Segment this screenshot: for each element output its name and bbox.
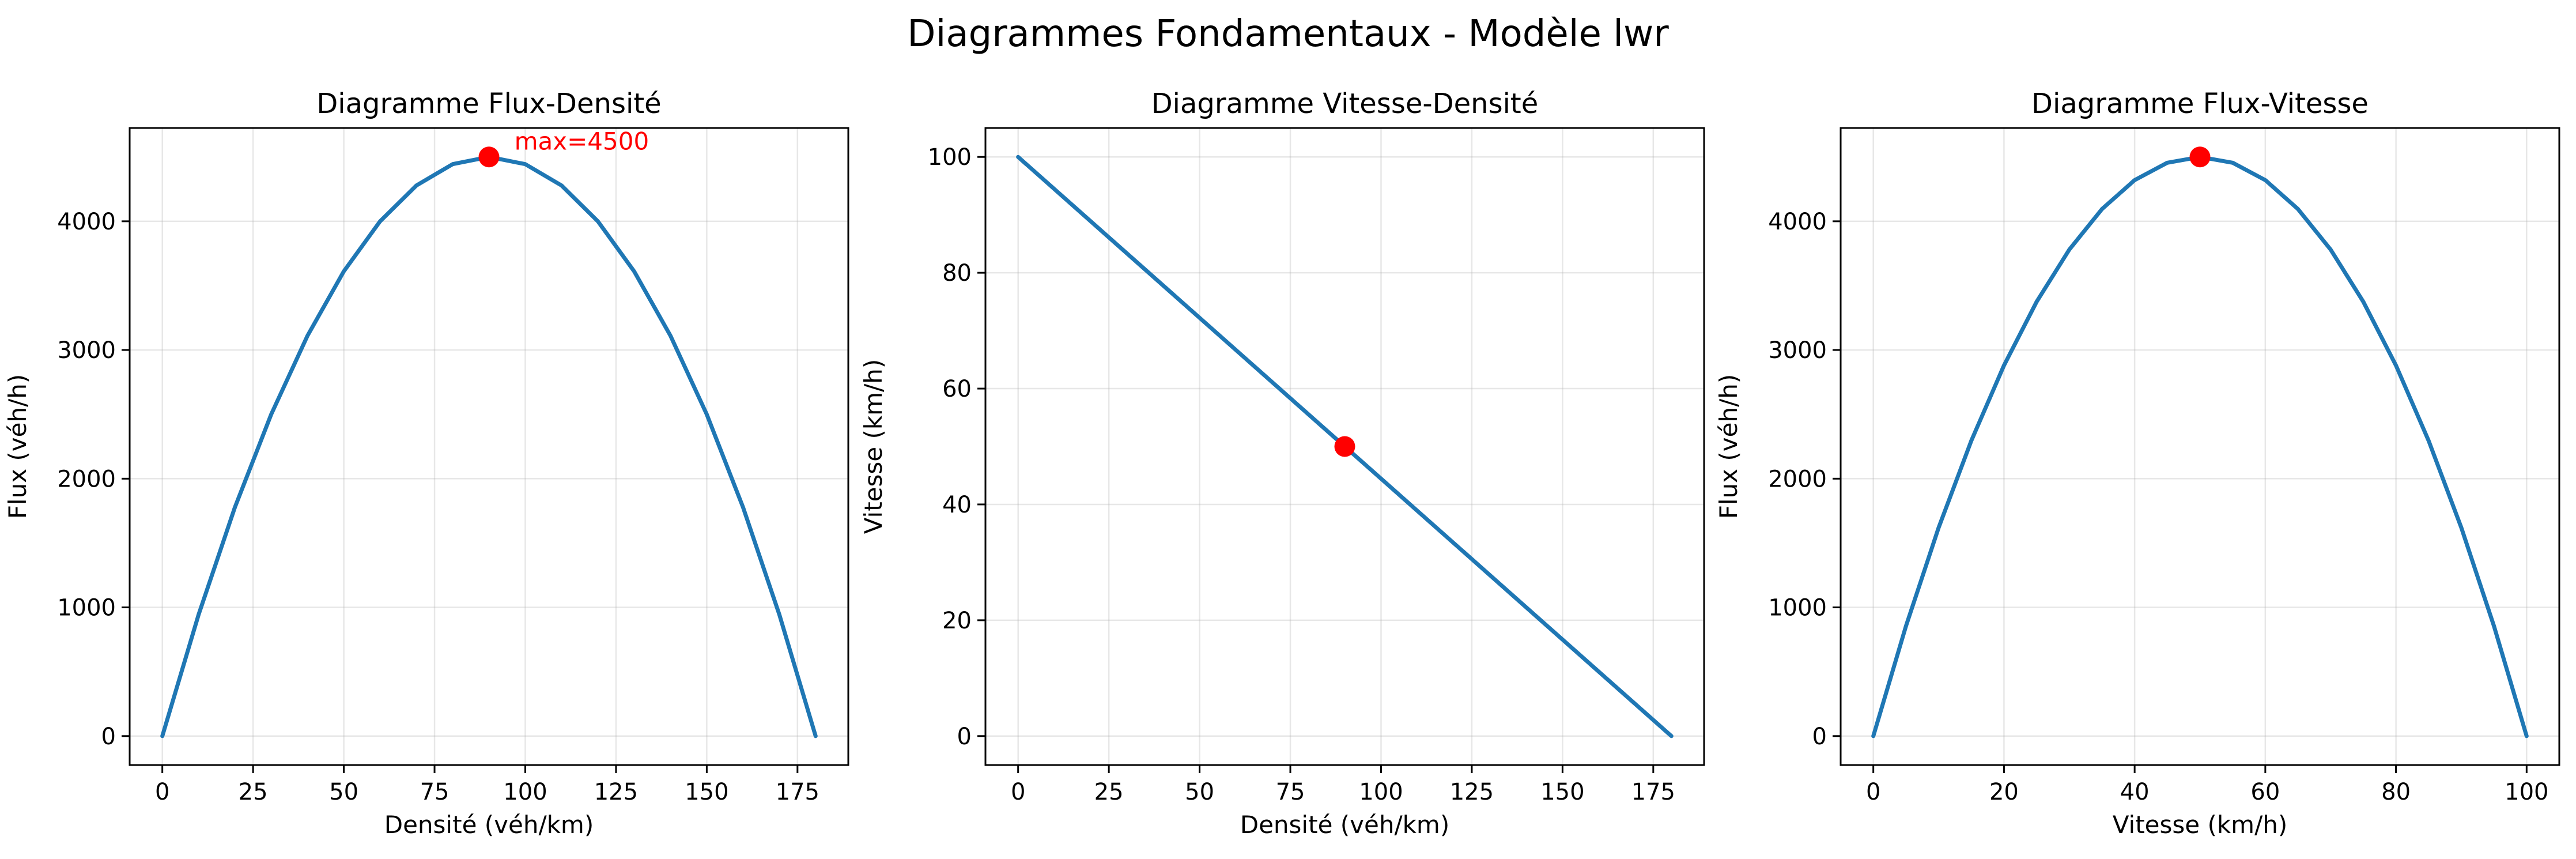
flux-densite-xtick-label-6: 150 bbox=[685, 779, 728, 805]
vitesse-densite-xtick-label-5: 125 bbox=[1450, 779, 1494, 805]
flux-vitesse-ytick-label-2: 2000 bbox=[1768, 466, 1827, 492]
flux-vitesse-ytick-label-3: 3000 bbox=[1768, 337, 1827, 364]
flux-vitesse-title: Diagramme Flux-Vitesse bbox=[2031, 88, 2369, 120]
vitesse-densite-ytick-label-3: 60 bbox=[942, 376, 972, 402]
vitesse-densite-xtick-label-6: 150 bbox=[1540, 779, 1584, 805]
flux-densite-xtick-label-7: 175 bbox=[776, 779, 819, 805]
flux-densite-xtick-label-3: 75 bbox=[420, 779, 450, 805]
flux-densite-xtick-label-4: 100 bbox=[503, 779, 547, 805]
vitesse-densite-xtick-label-2: 50 bbox=[1185, 779, 1214, 805]
flux-vitesse-axes-frame bbox=[1840, 127, 2560, 766]
flux-vitesse-max-point-0 bbox=[2189, 146, 2211, 168]
flux-densite-title: Diagramme Flux-Densité bbox=[316, 88, 661, 120]
flux-densite-max-point-0 bbox=[478, 146, 500, 168]
vitesse-densite-xtick-label-4: 100 bbox=[1359, 779, 1403, 805]
flux-vitesse-xtick-label-4: 80 bbox=[2381, 779, 2411, 805]
flux-densite-xtick-label-0: 0 bbox=[155, 779, 169, 805]
vitesse-densite-ytick-label-4: 80 bbox=[942, 260, 972, 287]
vitesse-densite-ylabel: Vitesse (km/h) bbox=[859, 359, 887, 534]
flux-densite-xlabel: Densité (véh/km) bbox=[384, 811, 594, 839]
flux-vitesse-xtick-label-0: 0 bbox=[1866, 779, 1880, 805]
flux-vitesse-ytick-label-1: 1000 bbox=[1768, 595, 1827, 621]
flux-densite-ylabel: Flux (véh/h) bbox=[3, 374, 32, 519]
vitesse-densite-ytick-label-0: 0 bbox=[957, 724, 972, 750]
flux-vitesse-xtick-label-2: 40 bbox=[2120, 779, 2150, 805]
flux-vitesse-xtick-label-3: 60 bbox=[2250, 779, 2280, 805]
flux-densite-annotation-0: max=4500 bbox=[515, 127, 649, 155]
vitesse-densite-ytick-label-2: 40 bbox=[942, 492, 972, 518]
vitesse-densite-xtick-label-0: 0 bbox=[1011, 779, 1025, 805]
flux-densite-xtick-label-1: 25 bbox=[239, 779, 268, 805]
vitesse-densite-xlabel: Densité (véh/km) bbox=[1240, 811, 1449, 839]
flux-densite-ytick-label-0: 0 bbox=[101, 724, 116, 750]
vitesse-densite-title: Diagramme Vitesse-Densité bbox=[1151, 88, 1539, 120]
flux-densite-xtick-label-2: 50 bbox=[329, 779, 358, 805]
vitesse-densite-xtick-label-1: 25 bbox=[1094, 779, 1124, 805]
vitesse-densite-ytick-label-1: 20 bbox=[942, 608, 972, 634]
flux-vitesse-xtick-label-5: 100 bbox=[2505, 779, 2548, 805]
flux-densite-axes-frame bbox=[129, 127, 849, 766]
figure-title: Diagrammes Fondamentaux - Modèle lwr bbox=[907, 13, 1669, 55]
flux-vitesse-xlabel: Vitesse (km/h) bbox=[2113, 811, 2288, 839]
panel-flux-densite: max=4500 0 25 50 75 100 125 150 175 0 1000 2000 3000… bbox=[3, 88, 849, 839]
flux-vitesse-ytick-label-4: 4000 bbox=[1768, 209, 1827, 235]
vitesse-densite-xtick-label-3: 75 bbox=[1276, 779, 1305, 805]
flux-densite-plot-area bbox=[130, 128, 848, 765]
vitesse-densite-axes-frame bbox=[984, 127, 1705, 766]
flux-densite-xtick-label-5: 125 bbox=[594, 779, 638, 805]
flux-vitesse-plot-area bbox=[1841, 128, 2559, 765]
flux-densite-ytick-label-1: 1000 bbox=[57, 595, 116, 621]
flux-vitesse-xtick-label-1: 20 bbox=[1989, 779, 2019, 805]
vitesse-densite-xtick-label-7: 175 bbox=[1631, 779, 1675, 805]
flux-densite-ytick-label-2: 2000 bbox=[57, 466, 116, 492]
flux-vitesse-ytick-label-0: 0 bbox=[1812, 724, 1827, 750]
flux-densite-ytick-label-3: 3000 bbox=[57, 337, 116, 364]
flux-densite-ytick-label-4: 4000 bbox=[57, 209, 116, 235]
panel-vitesse-densite: 0 25 50 75 100 125 150 175 0 20 40 60 80 100 Diagramme… bbox=[859, 88, 1705, 839]
vitesse-densite-ytick-label-5: 100 bbox=[928, 144, 972, 171]
vitesse-densite-max-point-0 bbox=[1334, 436, 1355, 457]
flux-vitesse-ylabel: Flux (véh/h) bbox=[1714, 374, 1743, 519]
